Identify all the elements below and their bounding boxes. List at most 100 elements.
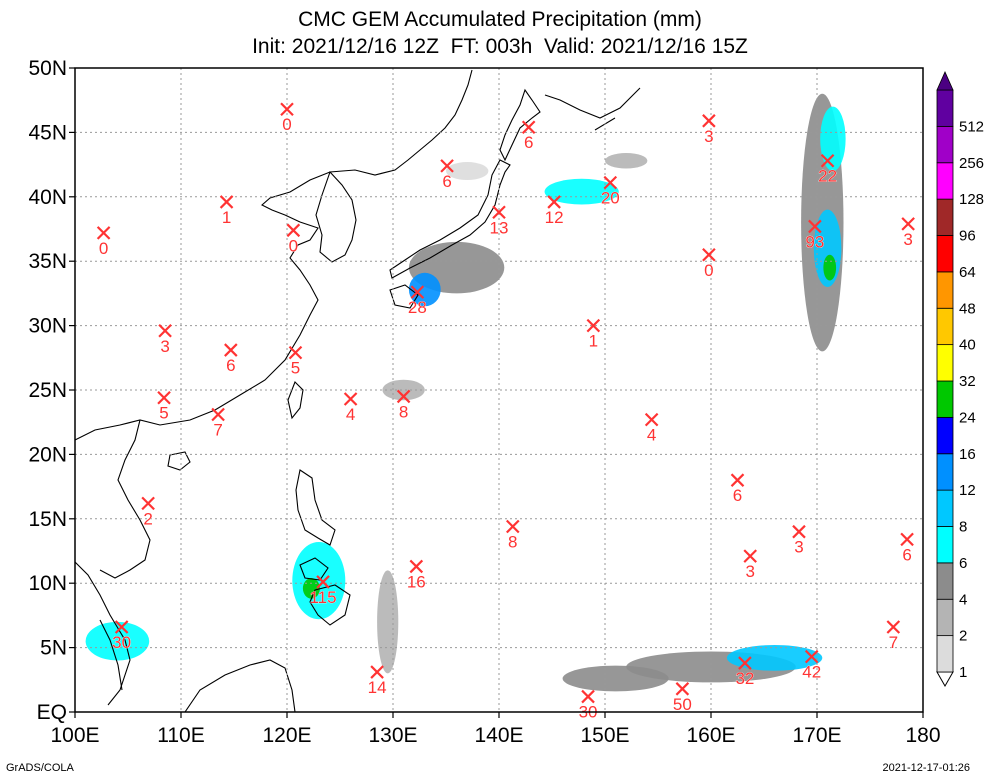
coastline-visayas — [299, 557, 329, 581]
station-value: 3 — [794, 538, 803, 557]
station-value: 6 — [442, 172, 451, 191]
station-marker-8: 12 — [544, 195, 564, 227]
station-marker-25: 6 — [730, 473, 745, 505]
station-marker-22: 8 — [396, 389, 411, 422]
lat-label: 5N — [40, 637, 67, 660]
station-marker-21: 4 — [343, 392, 358, 424]
lon-label: 100E — [50, 724, 99, 747]
station-marker-0: 0 — [280, 102, 294, 135]
station-value: 8 — [508, 533, 517, 552]
precip-area-6 — [544, 178, 619, 205]
colorbar-bottom-triangle — [936, 671, 954, 688]
station-x-icon — [96, 226, 111, 240]
station-x-icon — [901, 217, 915, 231]
station-marker-26: 8 — [506, 519, 520, 552]
colorbar-label: 40 — [959, 337, 976, 354]
station-value: 50 — [673, 695, 692, 714]
axes: EQ 5N 10N 15N 20N 25N 30N 35N 40N 45N 50N 100E 110E 1… — [28, 57, 940, 747]
station-marker-31: 115 — [309, 575, 337, 607]
colorbar-label: 64 — [959, 264, 976, 281]
coastline-luzon — [295, 469, 336, 546]
station-value: 30 — [112, 633, 131, 652]
station-x-icon — [370, 665, 384, 679]
colorbar-swatch-48 — [936, 271, 954, 309]
colorbar-swatch-6 — [936, 526, 954, 564]
precip-area-13 — [377, 570, 399, 674]
station-x-icon — [644, 412, 659, 427]
station-x-icon — [743, 549, 757, 563]
lon-label: 180 — [905, 724, 940, 747]
station-x-icon — [141, 496, 155, 511]
coastline-taiwan — [287, 381, 304, 420]
station-x-icon — [114, 620, 129, 634]
coastline-malay — [99, 619, 123, 691]
colorbar-label: 96 — [959, 228, 976, 245]
lon-label: 120E — [262, 724, 311, 747]
station-marker-19: 5 — [157, 390, 171, 423]
colorbar-label: 256 — [959, 155, 984, 172]
station-x-icon — [702, 114, 716, 128]
precip-area-2 — [823, 254, 837, 281]
station-marker-34: 14 — [367, 665, 387, 697]
colorbar-swatch-64 — [936, 235, 954, 273]
map-subtitle: Init: 2021/12/16 12Z FT: 003h Valid: 202… — [252, 35, 748, 58]
graticule — [75, 68, 923, 712]
lon-label: 140E — [474, 724, 523, 747]
station-x-icon — [409, 559, 424, 574]
station-marker-36: 50 — [673, 682, 692, 714]
lat-label: EQ — [37, 701, 67, 724]
station-value: 7 — [213, 420, 222, 439]
station-value: 115 — [309, 588, 336, 607]
station-value: 6 — [226, 356, 235, 375]
generated-timestamp: 2021-12-17-01:26 — [882, 762, 970, 774]
map-title: CMC GEM Accumulated Precipitation (mm) — [298, 8, 702, 31]
colorbar-swatch-8 — [936, 489, 954, 527]
station-value: 0 — [282, 115, 291, 134]
station-x-icon — [158, 323, 172, 338]
station-marker-37: 32 — [735, 656, 755, 688]
station-marker-20: 7 — [211, 407, 225, 440]
station-value: 13 — [490, 218, 509, 237]
station-x-icon — [343, 392, 358, 406]
station-value: 32 — [735, 669, 754, 688]
coastline-indochina — [99, 419, 151, 579]
station-value: 20 — [601, 189, 620, 208]
colorbar-label: 16 — [959, 446, 976, 463]
station-value: 3 — [160, 337, 169, 356]
colorbar-swatch-512 — [936, 89, 954, 127]
station-marker-4: 0 — [286, 223, 301, 256]
station-x-icon — [211, 407, 225, 422]
lat-label: 50N — [28, 57, 67, 80]
station-marker-27: 3 — [792, 524, 806, 557]
station-marker-24: 2 — [141, 496, 155, 529]
colorbar-label: 8 — [959, 519, 967, 536]
lat-label: 25N — [28, 379, 67, 402]
station-value: 3 — [745, 562, 754, 581]
coastline-mindanao — [309, 584, 351, 626]
colorbar-swatch-32 — [936, 344, 954, 382]
coastline-borneo — [184, 659, 296, 712]
station-x-icon — [506, 519, 520, 534]
station-marker-32: 30 — [112, 620, 131, 652]
station-value: 6 — [733, 486, 742, 505]
station-x-icon — [396, 389, 411, 404]
station-value: 3 — [704, 127, 713, 146]
station-value: 93 — [805, 232, 824, 251]
station-x-icon — [603, 175, 618, 190]
station-x-icon — [440, 159, 454, 173]
colorbar-swatch-24 — [936, 380, 954, 418]
station-value: 14 — [368, 678, 387, 697]
station-marker-2: 3 — [702, 114, 716, 146]
station-value: 6 — [524, 133, 533, 152]
station-marker-30: 16 — [407, 559, 426, 592]
station-marker-1: 6 — [521, 120, 536, 153]
station-marker-15: 1 — [586, 318, 601, 351]
lon-label: 130E — [368, 724, 417, 747]
station-value: 1 — [589, 332, 598, 351]
station-marker-9: 20 — [601, 175, 620, 208]
colorbar-label: 4 — [959, 591, 967, 608]
station-marker-6: 6 — [440, 159, 454, 191]
station-x-icon — [157, 390, 171, 405]
